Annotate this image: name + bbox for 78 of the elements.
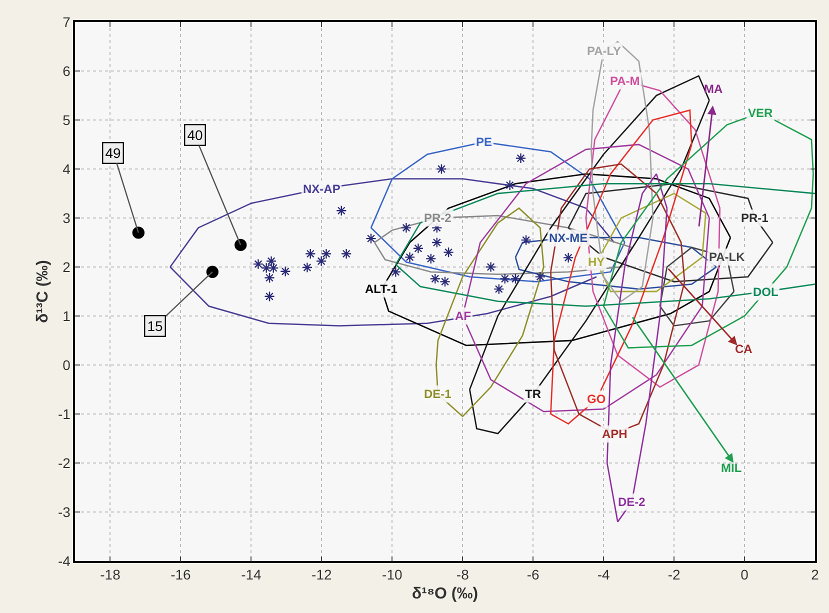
y-tick-label: 6 <box>62 62 71 79</box>
annotation: AF <box>455 309 471 323</box>
y-tick-label: 5 <box>62 112 71 128</box>
point <box>336 205 347 216</box>
x-tick-label: -6 <box>526 566 540 583</box>
annotation: HY <box>588 255 605 269</box>
point <box>260 262 272 274</box>
point <box>316 256 327 267</box>
x-axis-title: δ¹⁸O (‰) <box>412 586 478 603</box>
annotation: PA-LY <box>587 44 622 58</box>
point <box>268 262 279 274</box>
point <box>562 252 574 264</box>
y-tick-label: -3 <box>58 504 71 520</box>
point <box>340 248 352 260</box>
point <box>302 262 313 273</box>
point <box>280 266 291 277</box>
point <box>404 252 416 263</box>
annotation: MA <box>704 82 723 96</box>
point <box>304 248 316 260</box>
x-tick-label: -16 <box>170 566 192 583</box>
annotation: PE <box>476 135 492 149</box>
y-tick-label: 7 <box>62 14 71 30</box>
annotation: 49 <box>105 145 121 162</box>
y-tick-label: 1 <box>62 308 71 324</box>
annotation: PR-1 <box>741 211 769 225</box>
point <box>432 237 442 248</box>
y-tick-label: -1 <box>58 406 71 422</box>
point <box>206 266 219 278</box>
y-tick-label: 2 <box>62 258 71 275</box>
y-tick-label: 3 <box>62 210 71 226</box>
point <box>390 266 402 278</box>
annotation: ALT-1 <box>365 282 398 296</box>
point <box>534 271 546 282</box>
point <box>494 284 504 294</box>
point <box>430 273 441 284</box>
point <box>264 291 275 302</box>
x-tick-label: -10 <box>382 566 402 583</box>
annotation: TR <box>525 387 542 401</box>
point <box>515 152 526 164</box>
x-tick-label: -2 <box>668 566 680 583</box>
annotation: MIL <box>721 461 742 475</box>
annotation: DE-1 <box>424 387 452 401</box>
y-axis-title: δ¹³C (‰) <box>34 260 52 324</box>
point <box>266 256 277 267</box>
point <box>440 276 450 288</box>
point <box>500 273 510 284</box>
annotation: 40 <box>187 127 203 144</box>
point <box>264 272 275 284</box>
x-tick-label: -18 <box>100 566 121 583</box>
point <box>443 246 454 258</box>
x-tick-label: 0 <box>740 566 749 583</box>
x-tick-label: -8 <box>456 566 470 583</box>
y-tick-label: 4 <box>62 160 71 177</box>
y-tick-label: -2 <box>58 454 71 471</box>
point <box>510 273 521 284</box>
x-tick-label: -4 <box>597 566 610 583</box>
annotation: CA <box>735 342 753 356</box>
point <box>400 222 412 234</box>
annotation: DE-2 <box>618 495 646 509</box>
point <box>252 258 264 270</box>
x-tick-label: -14 <box>241 566 262 583</box>
point <box>485 262 496 272</box>
point <box>504 180 516 191</box>
y-tick-label: -4 <box>58 552 71 569</box>
annotation: GO <box>587 392 606 406</box>
x-tick-label: 2 <box>811 566 820 583</box>
point <box>132 226 145 239</box>
point <box>234 238 247 252</box>
point <box>320 248 332 260</box>
annotation: 15 <box>147 318 163 334</box>
annotation: PA-M <box>610 74 640 88</box>
x-tick-label: -12 <box>312 566 332 583</box>
y-tick-label: 0 <box>62 356 71 373</box>
point <box>366 233 376 244</box>
point <box>426 253 436 264</box>
point <box>520 234 532 246</box>
point <box>412 242 424 254</box>
point <box>436 164 447 174</box>
